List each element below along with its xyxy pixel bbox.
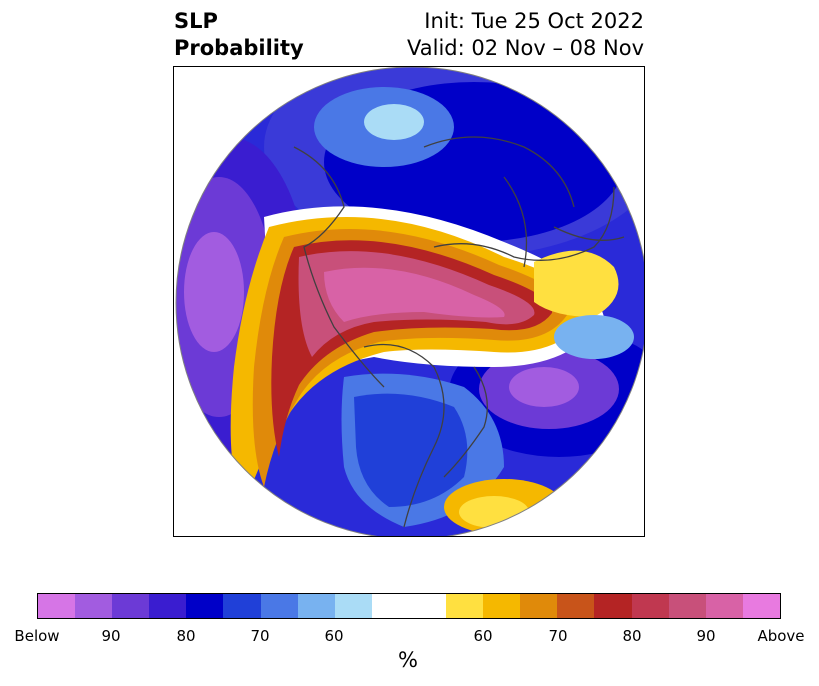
valid-range: Valid: 02 Nov – 08 Nov xyxy=(407,36,644,60)
colorbar-segment xyxy=(297,594,335,618)
colorbar-segment xyxy=(594,594,632,618)
tick-above-80: 80 xyxy=(622,627,642,645)
below-region-south-core xyxy=(354,393,468,507)
colorbar-segment xyxy=(668,594,706,618)
below-region-east-halo xyxy=(554,315,634,359)
coastlines xyxy=(293,136,625,528)
tick-above: Above xyxy=(757,627,805,645)
tick-below-60: 60 xyxy=(324,627,344,645)
colorbar-segment xyxy=(371,594,447,618)
probability-map xyxy=(175,67,644,536)
colorbar-unit: % xyxy=(398,648,418,672)
above-region-east xyxy=(534,250,619,317)
tick-above-60: 60 xyxy=(473,627,493,645)
colorbar-segment xyxy=(705,594,743,618)
tick-below-80: 80 xyxy=(176,627,196,645)
purple-region-east-core xyxy=(509,367,579,407)
tick-below: Below xyxy=(14,627,60,645)
init-date: Init: Tue 25 Oct 2022 xyxy=(424,9,644,33)
colorbar-segment xyxy=(334,594,372,618)
colorbar-segment xyxy=(260,594,298,618)
colorbar-segment xyxy=(186,594,224,618)
colorbar-segment xyxy=(446,594,484,618)
colorbar-segment xyxy=(742,594,780,618)
blue-region-north-pale xyxy=(364,104,424,140)
colorbar-segment xyxy=(75,594,113,618)
colorbar-segment xyxy=(223,594,261,618)
map-panel xyxy=(173,66,645,537)
tick-below-70: 70 xyxy=(250,627,270,645)
colorbar-segment xyxy=(112,594,150,618)
purple-region-west-core xyxy=(184,232,244,352)
tick-above-90: 90 xyxy=(696,627,716,645)
colorbar-segment xyxy=(483,594,521,618)
colorbar-segment xyxy=(38,594,76,618)
above-region-magenta xyxy=(324,267,505,322)
forecast-dates: Init: Tue 25 Oct 2022 Valid: 02 Nov – 08… xyxy=(407,8,644,62)
colorbar-segment xyxy=(520,594,558,618)
tick-above-70: 70 xyxy=(548,627,568,645)
tick-below-90: 90 xyxy=(101,627,121,645)
colorbar-segment xyxy=(557,594,595,618)
above-region-southeast-light xyxy=(459,496,529,528)
globe-edge xyxy=(175,67,644,536)
title-variable: SLP xyxy=(174,9,218,33)
colorbar-segment xyxy=(631,594,669,618)
title-metric: Probability xyxy=(174,36,304,60)
map-title: SLP Probability xyxy=(174,8,304,62)
colorbar xyxy=(37,593,781,619)
colorbar-segment xyxy=(149,594,187,618)
